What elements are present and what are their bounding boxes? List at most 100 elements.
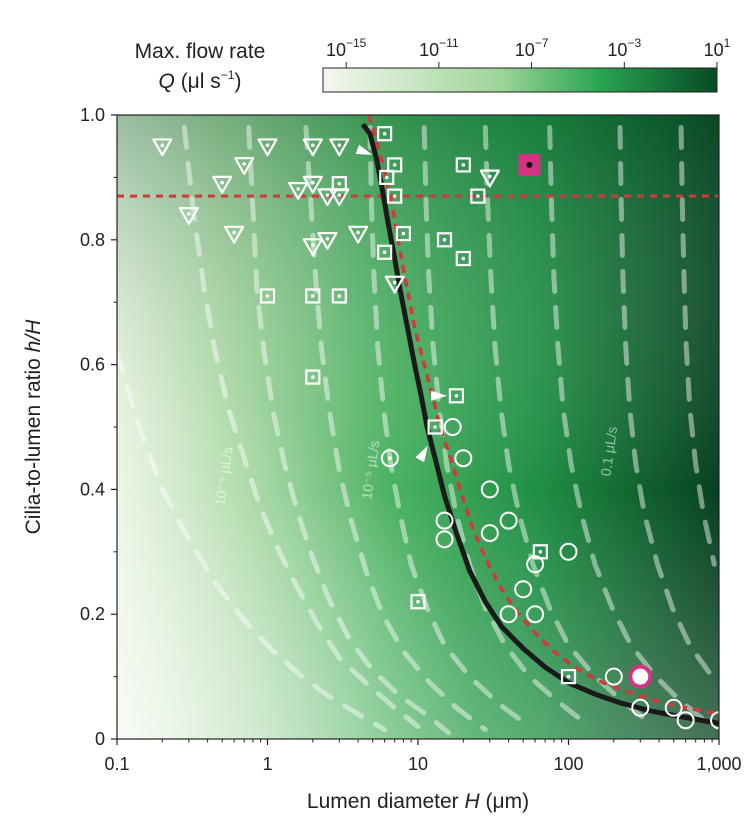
triangle-marker-dot [160,143,165,147]
dotted-circle-marker-dot [387,456,392,461]
triangle-marker [302,238,323,257]
colorbar-tick-label: 10−7 [515,36,549,60]
square-marker [305,288,321,304]
colorbar-tick-exp: −7 [535,36,549,50]
square-marker [436,232,453,248]
flow-rate-contours [117,125,717,736]
colorbar-tick-exp: −11 [439,36,459,50]
highlight-circle-marker [628,664,653,689]
colorbar-title-line2: Q (μl s−1) [159,68,242,93]
y-axis-title: Cilia-to-lumen ratio h/H [22,319,45,535]
circle-marker [480,480,499,499]
y-tick-label: 0.6 [80,355,105,375]
triangle-marker [302,138,323,157]
triangle-marker [317,188,338,207]
flow-rate-contour-line [117,349,388,733]
colorbar-tick-label: 10−15 [326,36,367,60]
triangle-marker [178,206,199,225]
triangle-marker [384,275,405,294]
circle-marker [435,530,454,549]
data-markers [152,126,719,730]
circle-marker [499,511,518,530]
circle-marker [526,605,545,624]
flow-rate-contour-line [421,125,589,726]
square-marker [331,176,347,192]
square-marker-dot [311,375,315,379]
triangle-marker-dot [232,230,236,235]
square-marker-dot [538,550,543,554]
triangle-marker-dot [187,212,191,216]
contour-label: 0.1 μL/s [597,425,620,477]
square-marker-dot [384,175,389,180]
triangle-marker [152,138,173,157]
square-marker-dot [337,181,342,186]
circle-marker [499,605,518,624]
square-marker [387,188,403,204]
triangle-marker [234,157,255,176]
triangle-marker-dot [488,174,492,179]
square-marker-dot [392,194,397,198]
colorbar-title-var: Q [159,70,175,93]
x-tick-label: 1 [262,754,272,774]
square-marker [560,668,577,685]
colorbar-title-close: ) [234,70,241,93]
square-marker-dot [461,256,466,261]
square-marker-dot [442,238,447,242]
square-marker [470,188,486,204]
colorbar: Max. flow rate Q (μl s−1) 10−15 10−11 10−7… [135,36,731,93]
triangle-marker-dot [311,180,315,185]
triangle-marker [348,225,369,244]
square-marker [395,225,412,242]
x-tick-label: 1,000 [696,754,741,774]
square-marker [331,288,347,304]
triangle-marker [317,231,338,250]
square-marker-dot [265,294,270,298]
circle-marker [664,698,683,717]
colorbar-title-exp: −1 [221,68,235,82]
colorbar-tick-exp: −3 [627,36,641,50]
square-marker [455,250,471,267]
y-axis-title-var: h/H [22,319,45,353]
circle-marker [559,542,578,561]
y-tick-label: 0.8 [80,230,105,250]
flow-rate-contour-line [367,125,532,729]
colorbar-tick-label: 101 [704,36,731,60]
y-axis-ticks: 0 0.2 0.4 0.6 0.8 1.0 [80,105,117,749]
square-marker [259,288,276,304]
triangle-marker [257,138,278,157]
colorbar-tick-base: 10 [607,40,627,60]
triangle-marker-dot [325,237,330,241]
arrow-marker [430,390,447,401]
triangle-marker-dot [337,143,342,147]
colorbar-tick-base: 10 [419,40,439,60]
circle-marker [480,524,499,543]
x-axis-title: Lumen diameter H (μm) [307,790,529,813]
circle-marker [604,667,623,686]
square-marker [305,369,321,385]
circle-marker [435,511,454,530]
square-marker [387,157,403,173]
x-tick-label: 0.1 [104,754,129,774]
triangle-marker [302,175,323,194]
circle-marker [710,711,719,730]
circle-marker [443,418,462,436]
arrow-marker [415,445,428,463]
y-tick-label: 0.2 [80,604,105,624]
colorbar-tick-base: 10 [326,40,346,60]
square-marker [410,594,426,610]
square-marker-dot [382,250,387,255]
colorbar-tick-exp: 1 [724,36,731,50]
circle-marker [526,555,545,574]
square-marker-dot [401,231,406,236]
square-marker [377,126,393,142]
x-axis-ticks: 0.1 1 10 100 1,000 [104,739,742,774]
arrow-marker [355,144,373,155]
square-marker-dot [337,294,342,298]
highlight-square-marker-dot [526,161,533,168]
flow-rate-contour-line [678,125,717,567]
square-marker-dot [454,394,459,398]
colorbar-tick-label: 10−3 [607,36,641,60]
square-marker [448,388,465,404]
flow-rate-contour-line [617,125,715,680]
